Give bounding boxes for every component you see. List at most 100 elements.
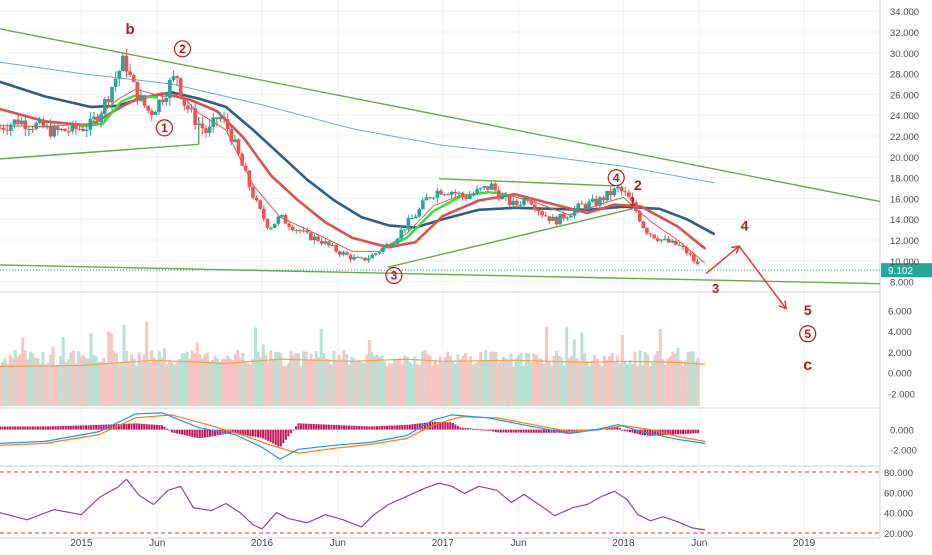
macd-hist-10 [24, 426, 27, 430]
volume-bar-134 [337, 355, 341, 406]
candle-body-34 [121, 55, 125, 72]
candle-body-87 [312, 236, 317, 241]
candle-body-66 [236, 139, 241, 154]
candle-body-93 [334, 244, 338, 252]
macd-hist-242 [611, 427, 614, 430]
macd-hist-74 [186, 429, 189, 436]
candle-body-92 [330, 244, 335, 246]
candle-body-65 [233, 139, 237, 142]
x-tick-8: 2019 [793, 538, 816, 549]
macd-hist-86 [216, 429, 219, 436]
volume-bar-154 [388, 363, 392, 406]
volume-bar-169 [426, 353, 430, 406]
candle-body-9 [30, 129, 35, 131]
candle-body-171 [616, 186, 620, 189]
volume-bar-57 [142, 354, 146, 406]
volume-bar-82 [205, 352, 209, 406]
candle-body-102 [366, 258, 371, 261]
candle-body-58 [207, 126, 212, 134]
volume-bar-272 [686, 352, 690, 406]
rsi-line [0, 478, 706, 531]
volume-bar-148 [372, 356, 376, 406]
volume-bar-46 [114, 352, 118, 406]
macd-hist-151 [380, 425, 383, 430]
candle-body-192 [692, 254, 696, 262]
price-tick-9: 16.000 [890, 194, 919, 205]
candle-body-154 [554, 216, 559, 225]
volume-bar-166 [418, 365, 422, 406]
price-tick-7: 20.000 [890, 153, 919, 164]
volume-bar-160 [403, 355, 407, 406]
volume-bar-265 [668, 356, 672, 406]
candle-body-0 [0, 127, 2, 129]
volume-bar-172 [433, 359, 437, 406]
candle-body-90 [323, 241, 328, 244]
macd-tick-1: -2.000 [890, 445, 917, 456]
volume-bar-77 [193, 353, 197, 406]
volume-bar-105 [264, 354, 268, 406]
volume-bar-108 [271, 360, 275, 406]
macd-hist-263 [664, 429, 667, 436]
candle-body-140 [504, 195, 508, 197]
macd-hist-25 [62, 425, 65, 430]
volume-bar-181 [456, 354, 460, 406]
macd-hist-136 [343, 425, 346, 430]
macd-hist-190 [479, 429, 482, 431]
macd-hist-214 [540, 429, 543, 433]
candle-body-105 [377, 251, 382, 254]
trendline-2 [0, 143, 199, 160]
macd-hist-50 [125, 423, 128, 430]
macd-hist-164 [413, 423, 416, 430]
volume-bar-90 [226, 355, 230, 406]
candle-body-70 [251, 187, 255, 198]
volume-bar-35 [87, 358, 91, 406]
x-tick-5: Jun [511, 538, 527, 549]
volume-bar-81 [203, 354, 207, 406]
volume-bar-240 [605, 360, 609, 406]
macd-hist-241 [608, 427, 611, 430]
volume-bar-173 [436, 364, 440, 406]
volume-bar-64 [160, 357, 164, 406]
candle-body-185 [666, 238, 671, 243]
volume-bar-249 [628, 360, 632, 406]
trendline-0 [0, 28, 881, 203]
macd-hist-37 [92, 425, 95, 430]
volume-bar-235 [592, 354, 596, 406]
candle-body-119 [428, 197, 432, 199]
volume-bar-39 [97, 361, 101, 406]
candle-body-5 [16, 119, 20, 125]
volume-bar-89 [223, 359, 227, 406]
volume-bar-273 [689, 351, 693, 406]
volume-bar-80 [200, 358, 204, 406]
macd-hist-244 [616, 426, 619, 430]
x-tick-6: 2018 [612, 538, 635, 549]
volume-bar-259 [653, 354, 657, 406]
candle-body-47 [168, 79, 172, 99]
macd-hist-216 [545, 429, 548, 433]
price-tick-1: 32.000 [890, 28, 919, 39]
volume-bar-260 [656, 351, 660, 406]
volume-bar-120 [302, 351, 306, 406]
macd-signal-line [0, 414, 706, 454]
candle-body-71 [254, 197, 259, 201]
macd-hist-51 [128, 423, 131, 430]
macd-hist-33 [82, 425, 85, 430]
volume-bar-42 [104, 363, 108, 406]
macd-hist-212 [535, 429, 538, 433]
volume-bar-186 [469, 356, 473, 406]
x-tick-3: Jun [330, 538, 346, 549]
macd-hist-273 [689, 429, 692, 434]
volume-bar-176 [443, 356, 447, 406]
macd-hist-200 [504, 429, 507, 433]
candle-body-109 [392, 243, 396, 247]
volume-bar-216 [544, 326, 548, 406]
macd-hist-107 [269, 429, 272, 443]
x-tick-4: 2017 [432, 538, 455, 549]
volume-bar-93 [233, 354, 237, 406]
candle-body-112 [402, 229, 407, 231]
macd-hist-195 [492, 429, 495, 432]
macd-hist-236 [596, 429, 599, 431]
macd-hist-68 [171, 429, 174, 433]
macd-hist-15 [36, 426, 39, 430]
